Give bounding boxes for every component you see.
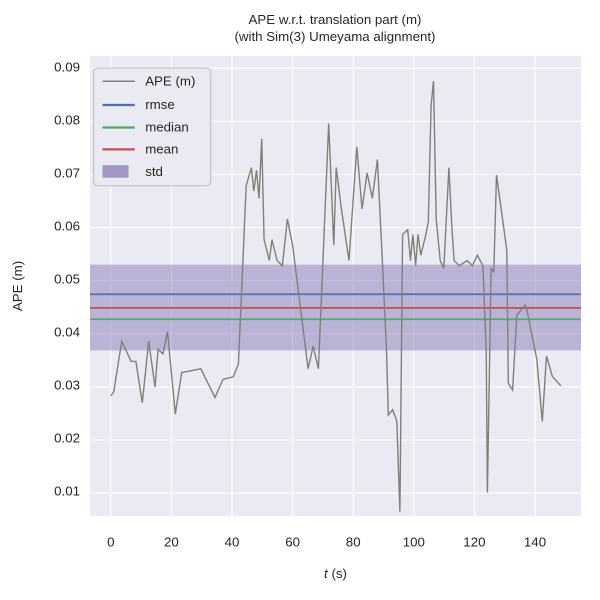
svg-text:APE (m): APE (m) — [145, 74, 195, 89]
svg-text:100: 100 — [403, 535, 425, 550]
svg-text:0.08: 0.08 — [54, 113, 80, 128]
svg-text:40: 40 — [225, 535, 240, 550]
svg-text:APE (m): APE (m) — [10, 261, 25, 311]
svg-text:rmse: rmse — [145, 97, 175, 112]
svg-text:0.03: 0.03 — [54, 378, 80, 393]
svg-text:0.07: 0.07 — [54, 166, 80, 181]
svg-text:0.02: 0.02 — [54, 431, 80, 446]
svg-text:std: std — [145, 164, 163, 179]
svg-text:mean: mean — [145, 142, 178, 157]
svg-text:80: 80 — [346, 535, 361, 550]
svg-text:60: 60 — [285, 535, 300, 550]
svg-text:0: 0 — [107, 535, 114, 550]
svg-text:0.05: 0.05 — [54, 272, 80, 287]
svg-text:120: 120 — [463, 535, 485, 550]
svg-text:(with Sim(3) Umeyama alignment: (with Sim(3) Umeyama alignment) — [235, 29, 436, 44]
svg-text:0.01: 0.01 — [54, 484, 80, 499]
svg-text:140: 140 — [524, 535, 546, 550]
svg-text:0.04: 0.04 — [54, 325, 80, 340]
svg-text:0.09: 0.09 — [54, 60, 80, 75]
svg-text:t (s): t (s) — [324, 566, 347, 581]
svg-text:median: median — [145, 120, 189, 135]
svg-text:20: 20 — [164, 535, 179, 550]
svg-text:0.06: 0.06 — [54, 219, 80, 234]
svg-text:APE w.r.t. translation part (m: APE w.r.t. translation part (m) — [249, 12, 422, 27]
